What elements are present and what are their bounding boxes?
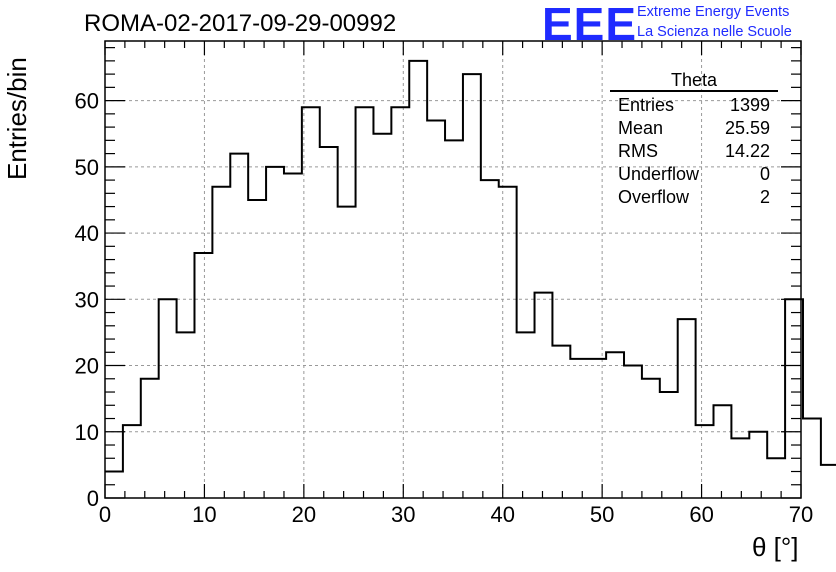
histogram-bin bbox=[373, 134, 391, 498]
grid-lines bbox=[105, 41, 801, 498]
histogram-bin bbox=[159, 299, 177, 498]
y-tick-label: 20 bbox=[75, 354, 99, 379]
stats-label: Entries bbox=[618, 95, 675, 115]
y-tick-label: 0 bbox=[87, 486, 99, 511]
stats-label: RMS bbox=[618, 141, 658, 161]
stats-value: 2 bbox=[759, 187, 770, 207]
y-tick-label: 50 bbox=[75, 155, 99, 180]
stats-value: 25.59 bbox=[724, 118, 770, 138]
logo-subtitle: Extreme Energy Events La Scienza nelle S… bbox=[637, 2, 792, 42]
histogram-bin bbox=[678, 319, 696, 498]
eee-logo: EEE bbox=[542, 0, 638, 50]
histogram-bin bbox=[320, 147, 338, 498]
y-tick-label: 30 bbox=[75, 287, 99, 312]
x-tick-label: 0 bbox=[99, 502, 111, 527]
x-tick-label: 40 bbox=[490, 502, 514, 527]
histogram-bin bbox=[141, 379, 159, 498]
stats-value: 0 bbox=[759, 164, 770, 184]
x-axis-label: θ [°] bbox=[752, 532, 799, 562]
histogram-bin bbox=[284, 173, 302, 498]
stats-row-rms: RMS 14.22 bbox=[610, 140, 778, 163]
histogram-bin bbox=[463, 74, 481, 498]
histogram-bin bbox=[356, 107, 374, 498]
stats-value: 1399 bbox=[729, 95, 770, 115]
stats-row-mean: Mean 25.59 bbox=[610, 117, 778, 140]
histogram-bin bbox=[552, 346, 570, 498]
histogram-bin bbox=[517, 332, 535, 498]
x-tick-label: 30 bbox=[391, 502, 415, 527]
histogram-bin bbox=[606, 352, 624, 498]
stats-label: Mean bbox=[618, 118, 664, 138]
x-tick-label: 10 bbox=[192, 502, 216, 527]
x-tick-label: 20 bbox=[292, 502, 316, 527]
histogram-bin bbox=[481, 180, 499, 498]
histogram-bin bbox=[248, 200, 266, 498]
histogram-bin bbox=[570, 359, 588, 498]
y-tick-label: 10 bbox=[75, 420, 99, 445]
y-tick-label: 40 bbox=[75, 221, 99, 246]
histogram-bin bbox=[767, 458, 785, 498]
x-tick-label: 60 bbox=[689, 502, 713, 527]
stats-label: Overflow bbox=[618, 187, 690, 207]
histogram-bin bbox=[302, 107, 320, 498]
chart-title: ROMA-02-2017-09-29-00992 bbox=[84, 10, 397, 37]
histogram-bin bbox=[230, 154, 248, 498]
histogram-bin bbox=[660, 392, 678, 498]
histogram-bin bbox=[749, 432, 767, 498]
histogram-bin bbox=[266, 167, 284, 498]
histogram-bin bbox=[409, 61, 427, 498]
histogram-bin bbox=[696, 425, 714, 498]
histogram-series bbox=[105, 59, 836, 473]
histogram-bin bbox=[177, 332, 195, 498]
stats-row-overflow: Overflow 2 bbox=[610, 186, 778, 209]
histogram-bin bbox=[194, 253, 212, 498]
histogram-bin bbox=[391, 107, 409, 498]
histogram-bin bbox=[445, 140, 463, 498]
histogram-bin bbox=[821, 465, 836, 498]
histogram-bin bbox=[535, 293, 553, 498]
stats-title: Theta bbox=[610, 70, 778, 92]
histogram-bin bbox=[427, 120, 445, 498]
stats-value: 14.22 bbox=[724, 141, 770, 161]
axis-ticks bbox=[104, 41, 802, 499]
histogram-bin bbox=[338, 207, 356, 498]
plot-frame bbox=[104, 40, 802, 499]
histogram-bin bbox=[803, 419, 821, 498]
histogram-bin bbox=[642, 379, 660, 498]
subtitle-line-1: Extreme Energy Events bbox=[637, 4, 790, 20]
y-tick-label: 60 bbox=[75, 89, 99, 114]
x-tick-label: 70 bbox=[789, 502, 813, 527]
stats-box: Theta Entries 1399 Mean 25.59 RMS 14.22 … bbox=[610, 70, 778, 209]
subtitle-line-2: La Scienza nelle Scuole bbox=[637, 24, 792, 40]
x-tick-label: 50 bbox=[590, 502, 614, 527]
stats-row-underflow: Underflow 0 bbox=[610, 163, 778, 186]
y-axis-label: Entries/bin bbox=[2, 57, 32, 180]
histogram-bin bbox=[123, 425, 141, 498]
stats-row-entries: Entries 1399 bbox=[610, 94, 778, 117]
histogram-bin bbox=[731, 438, 749, 498]
histogram-bin bbox=[714, 405, 732, 498]
stats-label: Underflow bbox=[618, 164, 700, 184]
histogram-bin bbox=[588, 359, 606, 498]
